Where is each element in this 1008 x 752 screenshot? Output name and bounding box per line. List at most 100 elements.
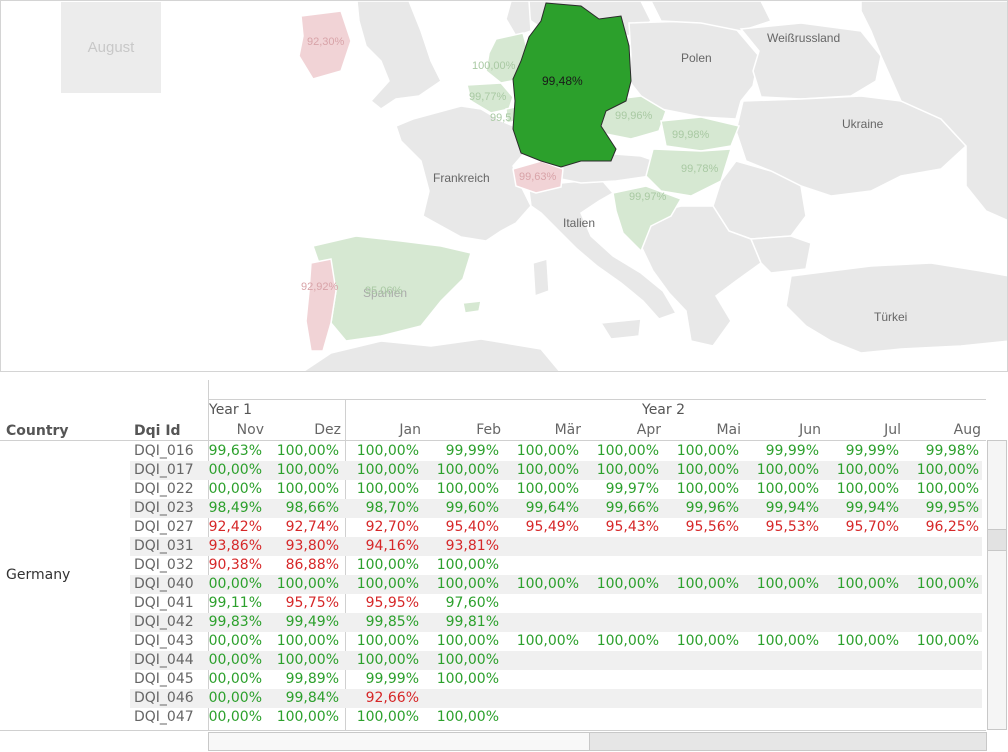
value-cell[interactable]: 00,00% [208,481,262,497]
value-cell[interactable]: 100,00% [756,481,819,497]
value-cell[interactable]: 100,00% [356,576,419,592]
value-cell[interactable]: 00,00% [208,671,262,687]
value-cell[interactable]: 100,00% [356,709,419,725]
value-cell[interactable]: 86,88% [285,557,339,573]
value-cell[interactable]: 100,00% [676,633,739,649]
value-cell[interactable]: 99,84% [285,690,339,706]
table-row[interactable]: DQI_023 98,49% 98,66% 98,70% 99,60% 99,64% 99,… [130,499,982,518]
value-cell[interactable]: 95,49% [525,519,579,535]
vertical-scrollbar-thumb[interactable] [988,529,1006,551]
horizontal-scrollbar[interactable] [208,732,987,751]
value-cell[interactable]: 99,94% [765,500,819,516]
value-cell[interactable]: 100,00% [436,671,499,687]
map-region-italy[interactable] [528,178,678,320]
header-dqi-id[interactable]: Dqi Id [134,423,181,439]
value-cell[interactable]: 100,00% [356,443,419,459]
value-cell[interactable]: 100,00% [356,652,419,668]
map-region-africa[interactable] [301,338,561,372]
map-region-croatia[interactable] [612,185,683,253]
value-cell[interactable]: 92,42% [208,519,262,535]
table-row[interactable]: DQI_044 00,00% 100,00% 100,00% 100,00% [130,651,982,670]
value-cell[interactable]: 100,00% [916,576,979,592]
value-cell[interactable]: 92,66% [365,690,419,706]
map-region-russia[interactable] [860,1,1008,221]
map-region-ukraine[interactable] [735,95,968,197]
value-cell[interactable]: 100,00% [676,443,739,459]
value-cell[interactable]: 100,00% [756,633,819,649]
value-cell[interactable]: 100,00% [356,462,419,478]
value-cell[interactable]: 100,00% [276,576,339,592]
value-cell[interactable]: 100,00% [836,576,899,592]
value-cell[interactable]: 100,00% [516,576,579,592]
map-region-balkans[interactable] [640,205,762,347]
value-cell[interactable]: 90,38% [208,557,262,573]
value-cell[interactable]: 100,00% [436,576,499,592]
value-cell[interactable]: 93,86% [208,538,262,554]
value-cell[interactable]: 100,00% [516,481,579,497]
value-cell[interactable]: 95,95% [365,595,419,611]
value-cell[interactable]: 100,00% [276,709,339,725]
value-cell[interactable]: 97,60% [445,595,499,611]
map-region-turkey[interactable] [785,262,1008,354]
value-cell[interactable]: 100,00% [516,633,579,649]
map-region-baltics[interactable] [650,1,773,32]
value-cell[interactable]: 99,99% [365,671,419,687]
month-header[interactable]: Jul [884,422,901,438]
value-cell[interactable]: 100,00% [836,633,899,649]
header-year1[interactable]: Year 1 [209,402,252,418]
value-cell[interactable]: 99,99% [765,443,819,459]
value-cell[interactable]: 93,81% [445,538,499,554]
value-cell[interactable]: 100,00% [916,462,979,478]
value-cell[interactable]: 99,11% [208,595,262,611]
map-view[interactable]: Polen Weißrussland Ukraine Frankreich It… [0,0,1008,372]
value-cell[interactable]: 95,75% [285,595,339,611]
month-header[interactable]: Nov [236,422,264,438]
table-row[interactable]: DQI_043 00,00% 100,00% 100,00% 100,00% 100,00… [130,632,982,651]
value-cell[interactable]: 99,94% [845,500,899,516]
month-header[interactable]: Jun [799,422,821,438]
month-header[interactable]: Mai [716,422,741,438]
value-cell[interactable]: 100,00% [436,709,499,725]
value-cell[interactable]: 100,00% [356,481,419,497]
value-cell[interactable]: 95,53% [765,519,819,535]
value-cell[interactable]: 100,00% [516,462,579,478]
value-cell[interactable]: 100,00% [596,462,659,478]
value-cell[interactable]: 00,00% [208,709,262,725]
value-cell[interactable]: 99,49% [285,614,339,630]
table-row[interactable]: DQI_046 00,00% 99,84% 92,66% [130,689,982,708]
value-cell[interactable]: 100,00% [276,481,339,497]
value-cell[interactable]: 100,00% [596,443,659,459]
header-country[interactable]: Country [6,423,69,439]
value-cell[interactable]: 00,00% [208,576,262,592]
value-cell[interactable]: 96,25% [925,519,979,535]
map-region-germany[interactable] [512,2,632,168]
value-cell[interactable]: 99,60% [445,500,499,516]
month-header[interactable]: Aug [953,422,981,438]
map-region-bulgaria[interactable] [749,235,812,274]
value-cell[interactable]: 99,81% [445,614,499,630]
table-row[interactable]: DQI_041 99,11% 95,75% 95,95% 97,60% [130,594,982,613]
value-cell[interactable]: 99,96% [685,500,739,516]
value-cell[interactable]: 100,00% [276,633,339,649]
value-cell[interactable]: 99,98% [925,443,979,459]
value-cell[interactable]: 99,63% [208,443,262,459]
value-cell[interactable]: 92,74% [285,519,339,535]
value-cell[interactable]: 99,97% [605,481,659,497]
value-cell[interactable]: 00,00% [208,462,262,478]
value-cell[interactable]: 100,00% [676,576,739,592]
month-header[interactable]: Apr [636,422,661,438]
value-cell[interactable]: 99,99% [445,443,499,459]
value-cell[interactable]: 100,00% [276,443,339,459]
table-row[interactable]: DQI_016 99,63% 100,00% 100,00% 99,99% 100,00%… [130,442,982,461]
value-cell[interactable]: 100,00% [676,481,739,497]
table-row[interactable]: DQI_027 92,42% 92,74% 92,70% 95,40% 95,49% 95,… [130,518,982,537]
value-cell[interactable]: 100,00% [436,633,499,649]
value-cell[interactable]: 100,00% [756,576,819,592]
map-region-italy-sardinia[interactable] [532,258,550,298]
month-header[interactable]: Feb [476,422,501,438]
value-cell[interactable]: 98,70% [365,500,419,516]
value-cell[interactable]: 98,66% [285,500,339,516]
map-region-portugal[interactable] [305,258,337,352]
map-region-uk[interactable] [356,1,442,110]
value-cell[interactable]: 100,00% [436,481,499,497]
